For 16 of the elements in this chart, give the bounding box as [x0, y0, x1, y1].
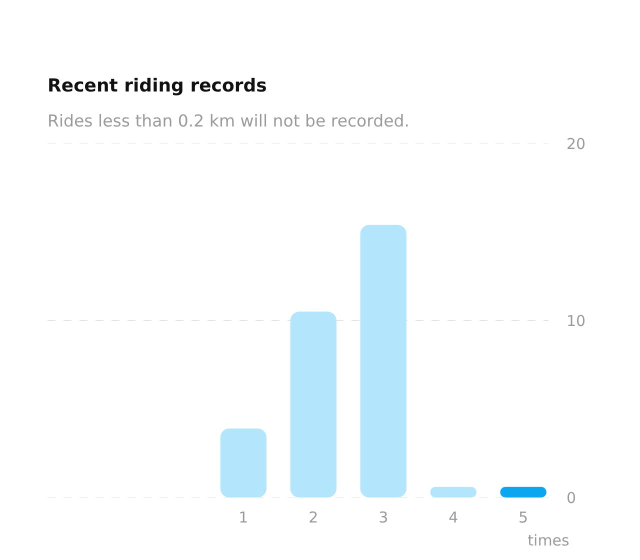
y-tick-label: 10 [566, 312, 586, 330]
chart-title: Recent riding records [48, 76, 267, 96]
x-tick-label: 3 [378, 508, 388, 526]
y-tick-label: 0 [566, 489, 576, 507]
x-tick-label: 4 [448, 508, 458, 526]
x-tick-label: 5 [518, 508, 528, 526]
chart-subtitle: Rides less than 0.2 km will not be recorded. [48, 112, 410, 130]
bar [360, 224, 406, 498]
bar [220, 428, 267, 498]
bar [290, 312, 336, 498]
y-tick-label: 20 [566, 135, 586, 153]
x-tick-label: 2 [308, 508, 318, 526]
bar [430, 486, 476, 498]
x-tick-label: 1 [238, 508, 248, 526]
x-axis-title: times [528, 532, 570, 550]
bar [500, 486, 546, 498]
